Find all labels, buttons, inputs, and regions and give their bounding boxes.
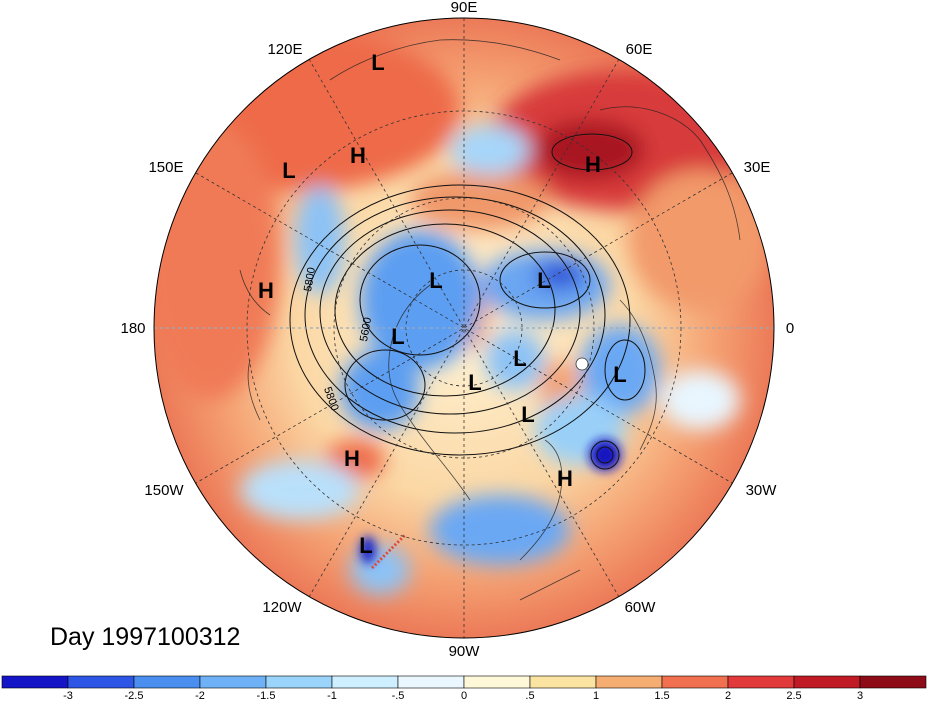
lon-label-60e: 60E bbox=[626, 41, 653, 58]
anomaly-field bbox=[154, 18, 774, 638]
colorbar-swatch bbox=[265, 675, 333, 689]
colorbar-swatch bbox=[463, 675, 531, 689]
colorbar: -3 -2.5 -2 -1.5 -1 -.5 0 .5 1 1.5 2 2.5 3 bbox=[1, 675, 927, 702]
pressure-center: L bbox=[468, 370, 481, 395]
colorbar-tick-label: 2 bbox=[725, 690, 731, 702]
colorbar-swatch bbox=[331, 675, 399, 689]
lon-label-120w: 120W bbox=[262, 599, 302, 616]
colorbar-tick-label: -1 bbox=[327, 690, 337, 702]
colorbar-tick-label: 3 bbox=[857, 690, 863, 702]
colorbar-swatch bbox=[793, 675, 861, 689]
colorbar-swatch bbox=[397, 675, 465, 689]
contour-label: 5800 bbox=[302, 266, 318, 292]
pressure-center: L bbox=[613, 362, 626, 387]
lon-label-90w: 90W bbox=[449, 643, 481, 660]
lon-label-60w: 60W bbox=[625, 599, 657, 616]
pressure-center: L bbox=[429, 268, 442, 293]
lon-label-180: 180 bbox=[120, 320, 145, 337]
colorbar-tick-label: -1.5 bbox=[257, 690, 276, 702]
lon-label-150e: 150E bbox=[148, 159, 183, 176]
pressure-center: H bbox=[585, 152, 601, 177]
colorbar-tick-label: 2.5 bbox=[786, 690, 801, 702]
colorbar-swatch bbox=[67, 675, 135, 689]
lon-label-0: 0 bbox=[786, 320, 794, 337]
colorbar-swatch bbox=[727, 675, 795, 689]
lon-label-90e: 90E bbox=[451, 0, 478, 16]
pressure-center: L bbox=[359, 533, 372, 558]
lon-label-120e: 120E bbox=[267, 41, 302, 58]
lon-label-30e: 30E bbox=[744, 159, 771, 176]
colorbar-tick-label: -2.5 bbox=[125, 690, 144, 702]
pressure-center: H bbox=[350, 143, 366, 168]
colorbar-swatch bbox=[859, 675, 927, 689]
pressure-center: L bbox=[282, 158, 295, 183]
contour-label: 5600 bbox=[358, 316, 374, 342]
pressure-center: L bbox=[521, 402, 534, 427]
colorbar-tick-label: 1.5 bbox=[654, 690, 669, 702]
colorbar-swatch bbox=[529, 675, 597, 689]
pressure-center: L bbox=[513, 346, 526, 371]
colorbar-tick-label: 0 bbox=[461, 690, 467, 702]
lon-label-30w: 30W bbox=[746, 482, 778, 499]
pressure-center: L bbox=[371, 50, 384, 75]
colorbar-tick-label: .5 bbox=[525, 690, 534, 702]
colorbar-swatch bbox=[133, 675, 201, 689]
colorbar-swatch bbox=[199, 675, 267, 689]
colorbar-tick-label: -2 bbox=[195, 690, 205, 702]
colorbar-tick-label: -3 bbox=[63, 690, 73, 702]
pressure-center: H bbox=[557, 466, 573, 491]
lon-label-150w: 150W bbox=[144, 482, 184, 499]
pressure-center: H bbox=[258, 278, 274, 303]
colorbar-swatch bbox=[661, 675, 729, 689]
day-label: Day 1997100312 bbox=[50, 623, 240, 651]
colorbar-tick-label: -.5 bbox=[392, 690, 405, 702]
colorbar-swatch bbox=[1, 675, 69, 689]
colorbar-tick-label: 1 bbox=[593, 690, 599, 702]
pressure-center: L bbox=[391, 324, 404, 349]
pressure-center: L bbox=[537, 268, 550, 293]
pressure-center: H bbox=[344, 446, 360, 471]
colorbar-swatch bbox=[595, 675, 663, 689]
